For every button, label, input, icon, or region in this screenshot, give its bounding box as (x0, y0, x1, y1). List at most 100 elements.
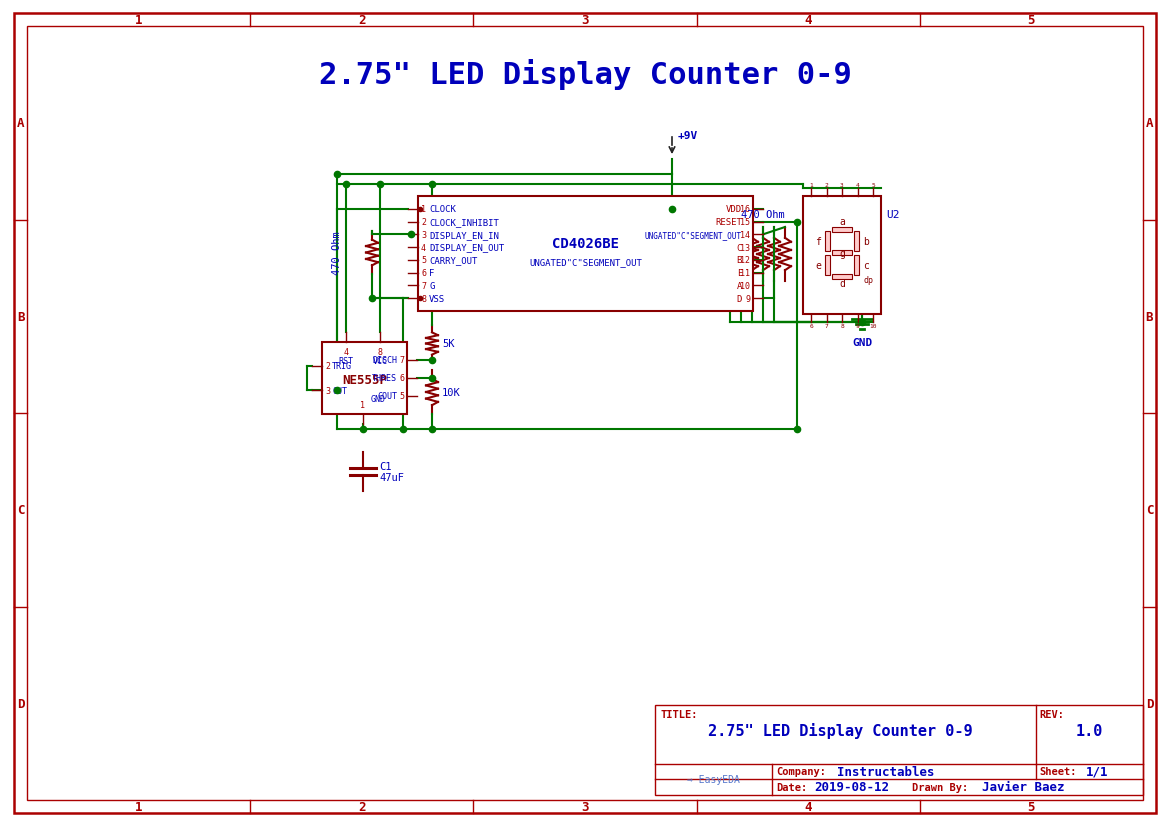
Text: 5: 5 (1027, 14, 1035, 27)
Text: B: B (16, 310, 25, 323)
Text: 6: 6 (810, 323, 813, 328)
Text: TITLE:: TITLE: (660, 709, 697, 719)
Text: 5: 5 (872, 183, 875, 188)
Text: 1: 1 (135, 800, 143, 813)
Text: Instructables: Instructables (837, 765, 935, 777)
Text: CLOCK: CLOCK (429, 205, 456, 214)
Text: a: a (839, 217, 845, 227)
Text: 5: 5 (399, 392, 404, 401)
Text: 5: 5 (1027, 800, 1035, 813)
Text: 15: 15 (739, 218, 750, 227)
Text: 10: 10 (739, 282, 750, 290)
Text: 10: 10 (869, 323, 876, 328)
Text: D: D (1145, 697, 1154, 710)
Text: 6: 6 (421, 269, 426, 278)
Text: ⇒ EasyEDA: ⇒ EasyEDA (687, 774, 739, 784)
Text: C: C (16, 504, 25, 517)
Text: A: A (16, 117, 25, 130)
Text: e: e (815, 261, 821, 270)
Text: 3: 3 (581, 800, 589, 813)
Text: 3: 3 (325, 386, 330, 395)
Text: b: b (863, 237, 869, 246)
Text: A: A (737, 282, 742, 290)
Text: 2.75" LED Display Counter 0-9: 2.75" LED Display Counter 0-9 (318, 60, 852, 90)
Text: THRES: THRES (372, 374, 397, 383)
Text: 7: 7 (421, 282, 426, 290)
Bar (825, 256, 830, 275)
Text: 1: 1 (135, 14, 143, 27)
Text: 3: 3 (840, 183, 844, 188)
Text: CARRY_OUT: CARRY_OUT (429, 256, 477, 265)
Text: D: D (737, 294, 742, 304)
Text: DISCH: DISCH (372, 356, 397, 365)
Bar (832, 251, 852, 256)
Text: 2: 2 (421, 218, 426, 227)
Text: CD4026BE: CD4026BE (552, 237, 619, 251)
Bar (854, 256, 859, 275)
Text: 470 Ohm: 470 Ohm (741, 210, 784, 220)
Text: GND: GND (371, 394, 386, 404)
Text: C1: C1 (379, 461, 392, 471)
Text: 4: 4 (855, 183, 860, 188)
Text: Drawn By:: Drawn By: (913, 782, 969, 792)
Text: 2: 2 (358, 800, 365, 813)
Bar (655, 705, 1143, 795)
Text: 2: 2 (825, 183, 828, 188)
Text: C: C (737, 243, 742, 252)
Text: 14: 14 (739, 231, 750, 240)
Text: 2: 2 (325, 362, 330, 370)
Bar (854, 232, 859, 251)
Text: 11: 11 (739, 269, 750, 278)
Text: VCC: VCC (372, 356, 387, 366)
Text: RESET: RESET (715, 218, 742, 227)
Text: Javier Baez: Javier Baez (982, 781, 1065, 793)
Text: TRIG: TRIG (332, 362, 352, 370)
Text: GND: GND (852, 337, 872, 347)
Text: E: E (737, 269, 742, 278)
Text: 6: 6 (399, 374, 404, 383)
Text: 1: 1 (810, 183, 813, 188)
Text: 4: 4 (805, 14, 812, 27)
Text: U2: U2 (886, 210, 900, 220)
Text: F: F (429, 269, 434, 278)
Text: NE555P: NE555P (342, 374, 387, 387)
Text: 2: 2 (358, 14, 365, 27)
Text: B: B (737, 256, 742, 265)
Text: 2.75" LED Display Counter 0-9: 2.75" LED Display Counter 0-9 (708, 722, 972, 739)
Text: 2019-08-12: 2019-08-12 (814, 781, 889, 793)
Text: 7: 7 (399, 356, 404, 365)
Text: 1/1: 1/1 (1086, 765, 1108, 777)
Text: OUT: OUT (332, 386, 347, 395)
Text: 8: 8 (421, 294, 426, 304)
Text: UNGATED"C"SEGMENT_OUT: UNGATED"C"SEGMENT_OUT (645, 231, 742, 240)
Text: G: G (429, 282, 434, 290)
Text: f: f (815, 237, 821, 246)
Text: 4: 4 (421, 243, 426, 252)
Text: D: D (16, 697, 25, 710)
Text: 1.0: 1.0 (1075, 723, 1103, 738)
Text: 9: 9 (745, 294, 750, 304)
Text: 1: 1 (360, 400, 365, 409)
Text: 3: 3 (581, 14, 589, 27)
Bar (322, 342, 407, 414)
Bar (418, 197, 753, 312)
Text: g: g (839, 249, 845, 259)
Bar (832, 275, 852, 280)
Bar (825, 232, 830, 251)
Text: +9V: +9V (677, 131, 698, 141)
Text: B: B (1145, 310, 1154, 323)
Text: C: C (1145, 504, 1154, 517)
Text: 16: 16 (739, 205, 750, 214)
Text: VSS: VSS (429, 294, 445, 304)
Bar (803, 197, 881, 314)
Text: Sheet:: Sheet: (1040, 767, 1078, 777)
Text: dp: dp (863, 276, 873, 285)
Text: Date:: Date: (776, 782, 807, 792)
Text: 1: 1 (421, 205, 426, 214)
Text: DISPLAY_EN_IN: DISPLAY_EN_IN (429, 231, 498, 240)
Text: UNGATED"C"SEGMENT_OUT: UNGATED"C"SEGMENT_OUT (529, 258, 642, 266)
Text: COUT: COUT (377, 392, 397, 401)
Text: 470 Ohm: 470 Ohm (332, 232, 342, 275)
Text: VDD: VDD (725, 205, 742, 214)
Text: RST: RST (338, 356, 353, 366)
